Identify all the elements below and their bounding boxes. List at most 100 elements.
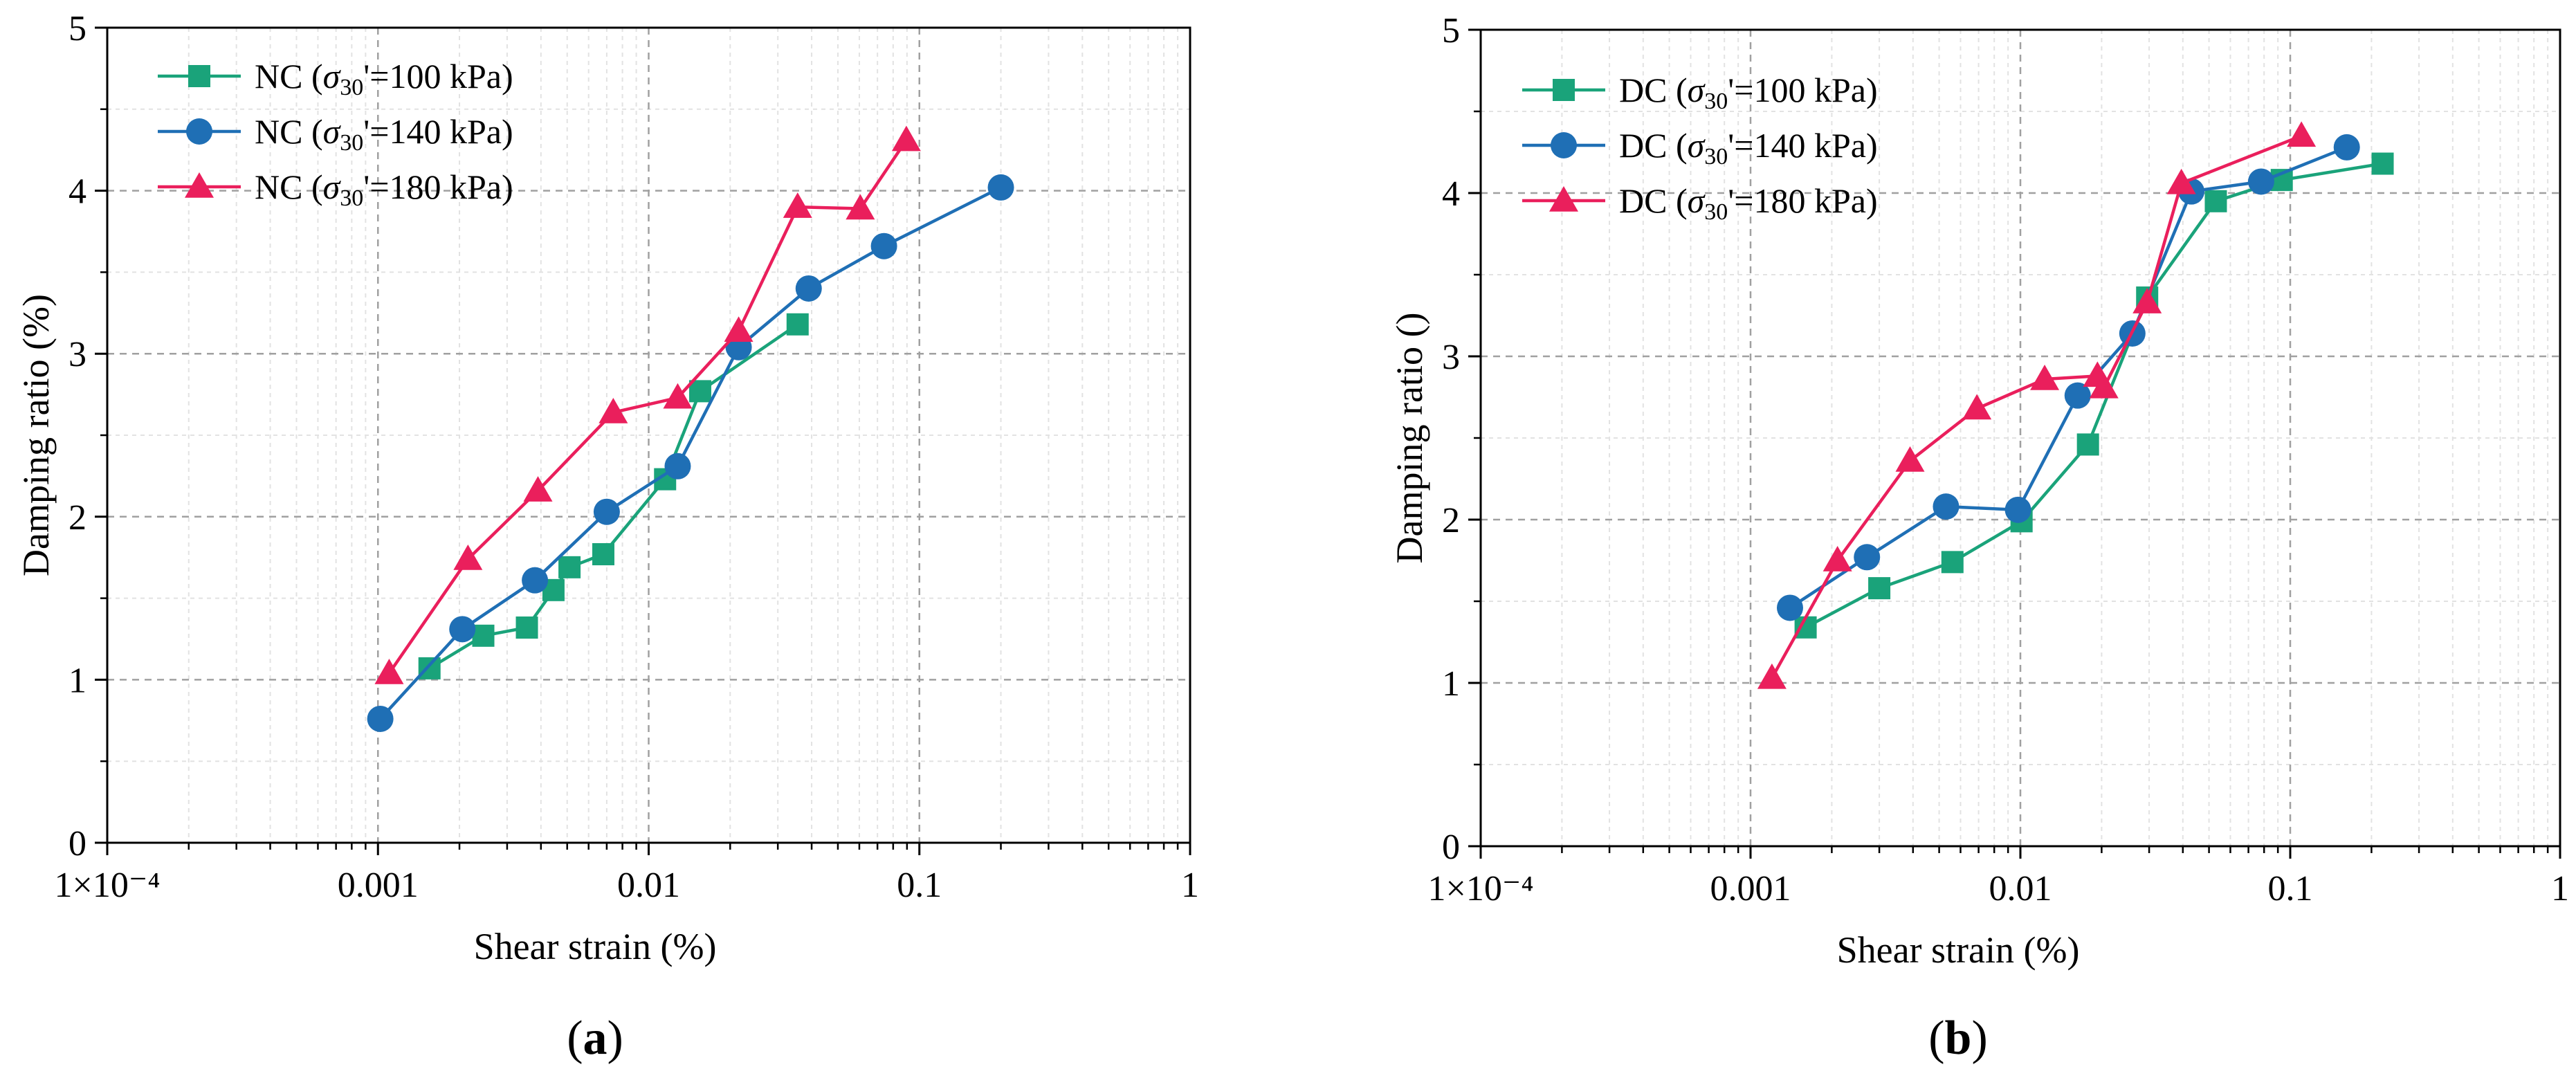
x-tick-label: 1 xyxy=(2551,869,2569,908)
data-point xyxy=(418,657,441,679)
x-tick-label: 0.01 xyxy=(617,866,680,905)
legend-prefix: NC ( xyxy=(255,57,323,95)
legend-marker xyxy=(1553,79,1575,101)
x-tick-label: 0.001 xyxy=(338,866,419,905)
legend-marker xyxy=(1551,132,1577,158)
data-point xyxy=(523,476,553,502)
legend-marker xyxy=(185,172,214,198)
legend-marker xyxy=(186,118,212,145)
data-point xyxy=(599,398,628,423)
legend-marker xyxy=(1549,186,1578,212)
legend-suffix: '=140 kPa) xyxy=(1728,126,1877,165)
data-point xyxy=(786,313,809,336)
series-line xyxy=(387,139,908,675)
legend-item: NC (σ30'=100 kPa) xyxy=(158,57,513,100)
legend-sigma: σ xyxy=(1688,181,1706,220)
data-point xyxy=(2064,382,2091,409)
legend-suffix: '=100 kPa) xyxy=(363,57,513,95)
x-tick-label: 0.001 xyxy=(1710,869,1791,908)
panel-label-letter: a xyxy=(583,1012,608,1065)
legend-label: DC (σ30'=180 kPa) xyxy=(1619,181,1878,225)
data-point xyxy=(2333,134,2360,161)
legend-item: NC (σ30'=140 kPa) xyxy=(158,112,513,156)
legend-subscript: 30 xyxy=(1704,89,1728,114)
data-point xyxy=(2089,372,2119,399)
legend-prefix: NC ( xyxy=(255,112,323,151)
panel-label-close: ) xyxy=(608,1012,623,1065)
legend-suffix: '=140 kPa) xyxy=(363,112,513,151)
data-point xyxy=(515,616,538,639)
axis-ticks xyxy=(95,26,1191,855)
x-tick-label: 1×10⁻⁴ xyxy=(1428,869,1534,908)
x-axis-title: Shear strain (%) xyxy=(1837,929,2080,971)
series-line xyxy=(1770,134,2302,679)
legend-item: DC (σ30'=180 kPa) xyxy=(1522,181,1878,225)
legend-sigma: σ xyxy=(323,57,342,95)
data-point xyxy=(664,453,691,479)
data-point xyxy=(846,194,875,220)
legend-label: DC (σ30'=140 kPa) xyxy=(1619,126,1878,170)
legend-prefix: DC ( xyxy=(1619,126,1688,165)
series-line xyxy=(428,322,799,670)
legend-item: DC (σ30'=100 kPa) xyxy=(1522,71,1878,114)
legend-suffix: '=180 kPa) xyxy=(363,167,513,206)
data-point xyxy=(2076,433,2099,456)
data-point xyxy=(1895,446,1925,472)
data-point xyxy=(987,174,1014,201)
y-tick-label: 1 xyxy=(68,661,86,700)
y-tick-label: 2 xyxy=(1442,501,1460,540)
data-point xyxy=(593,498,620,525)
y-tick-label: 3 xyxy=(1442,338,1460,377)
y-tick-label: 1 xyxy=(1442,664,1460,704)
series-1 xyxy=(367,174,1014,732)
x-tick-label: 0.1 xyxy=(2268,869,2313,908)
legend-label: NC (σ30'=180 kPa) xyxy=(255,167,513,211)
data-point xyxy=(558,556,581,578)
panel-label-open: ( xyxy=(1928,1012,1944,1065)
data-point xyxy=(367,705,394,732)
data-point xyxy=(522,567,549,594)
data-point xyxy=(592,542,614,565)
legend-sigma: σ xyxy=(1688,126,1706,165)
data-point xyxy=(2030,365,2060,390)
data-point xyxy=(1757,663,1787,689)
series-2 xyxy=(374,125,921,684)
legend-sigma: σ xyxy=(1688,71,1706,109)
data-point xyxy=(2371,152,2394,175)
legend-prefix: DC ( xyxy=(1619,181,1688,220)
x-tick-label: 1 xyxy=(1181,866,1199,905)
y-axis-title: Damping ratio () xyxy=(1389,313,1430,564)
panel-label-open: ( xyxy=(567,1012,583,1065)
legend-subscript: 30 xyxy=(1704,199,1728,225)
data-point xyxy=(472,624,495,647)
series-2 xyxy=(1757,121,2317,689)
data-point xyxy=(1854,544,1881,571)
data-point xyxy=(449,616,476,643)
y-tick-label: 0 xyxy=(1442,828,1460,867)
legend: DC (σ30'=100 kPa)DC (σ30'=140 kPa)DC (σ3… xyxy=(1522,71,1878,225)
panel-label-letter: b xyxy=(1945,1012,1972,1065)
legend-item: DC (σ30'=140 kPa) xyxy=(1522,126,1878,170)
y-tick-label: 4 xyxy=(1442,174,1460,214)
panel-label: (b) xyxy=(1928,1012,1988,1065)
panel-label: (a) xyxy=(567,1012,623,1065)
y-tick-label: 0 xyxy=(68,824,86,864)
data-point xyxy=(795,275,822,302)
data-point xyxy=(2132,288,2162,313)
legend-sigma: σ xyxy=(323,167,342,206)
x-axis-title: Shear strain (%) xyxy=(474,926,717,967)
x-tick-label: 1×10⁻⁴ xyxy=(55,866,161,905)
data-point xyxy=(724,316,753,342)
data-point xyxy=(1941,551,1964,574)
x-tick-label: 0.01 xyxy=(1989,869,2052,908)
data-point xyxy=(870,232,897,259)
data-point xyxy=(453,545,483,570)
legend: NC (σ30'=100 kPa)NC (σ30'=140 kPa)NC (σ3… xyxy=(158,57,513,211)
data-point xyxy=(2204,190,2227,212)
y-tick-label: 4 xyxy=(68,172,86,212)
y-tick-label: 2 xyxy=(68,498,86,538)
data-point xyxy=(891,125,921,152)
axis-ticks xyxy=(1468,28,2561,859)
legend-subscript: 30 xyxy=(340,185,363,211)
